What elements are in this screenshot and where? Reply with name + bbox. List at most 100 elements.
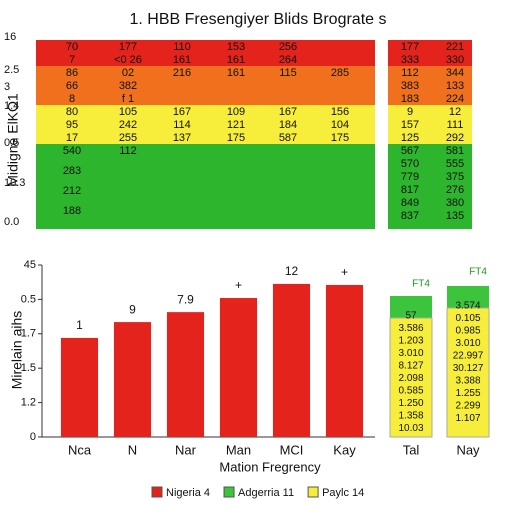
heatmap-y-tick: 16 [4,31,16,43]
heat-cell: 161 [173,54,191,66]
heat-cell: 133 [446,80,464,92]
side-column-label: FT4 [412,279,430,290]
heat-cell: 221 [446,41,464,53]
side-column-text: 30.127 [453,363,484,374]
x-tick-label: Nar [175,442,197,457]
heat-cell: 111 [447,119,464,131]
bar-annotation: + [235,278,242,292]
x-tick-label: Kay [333,442,356,457]
x-tick-label: Nay [456,442,480,457]
heat-cell: 587 [279,132,297,144]
bar-annotation: + [341,265,348,279]
bar-annotation: 1 [76,318,83,332]
side-column-top [390,296,432,318]
heat-cell: 105 [119,106,137,118]
bar [113,322,152,437]
heat-cell: 80 [66,106,78,118]
bar-annotation: 12 [285,264,299,278]
heat-cell: 167 [173,106,191,118]
heat-cell: 175 [227,132,245,144]
heat-cell: 110 [173,41,191,53]
heat-cell: 817 [401,184,419,196]
heat-cell: 224 [446,93,464,105]
heat-cell: 256 [279,41,297,53]
heat-cell: 125 [401,132,419,144]
heat-cell: 581 [446,145,464,157]
side-column-text: 3.574 [455,301,480,312]
side-column-text: 0.105 [455,313,480,324]
side-column-top [447,286,489,308]
y-tick-label: 1.2 [21,397,36,409]
heatmap-y-tick: 0.0 [4,216,19,228]
heat-cell: 86 [66,67,78,79]
side-column-text: 0.985 [455,326,480,337]
x-tick-label: Nca [68,442,92,457]
heat-band [36,105,375,144]
heat-cell: 112 [119,145,137,157]
side-column-text: 2.098 [398,373,423,384]
heat-cell: 779 [401,171,419,183]
heat-cell: 161 [227,54,245,66]
heat-band [36,66,375,105]
y-axis-label: Mirelain aihs [9,311,25,390]
heat-cell: 540 [63,145,81,157]
heat-cell: 156 [331,106,349,118]
side-column-text: 1.203 [398,336,423,347]
heat-band [36,40,375,66]
heat-cell: 283 [63,165,81,177]
x-axis-label: Mation Fregrency [219,459,321,474]
heat-cell: 9 [407,106,413,118]
bar [219,298,258,437]
side-column-text: 3.010 [398,348,423,359]
x-tick-label: Man [226,442,251,457]
heat-cell: <0 26 [114,54,142,66]
heat-cell: 837 [401,210,419,222]
legend-label: Nigeria 4 [166,487,210,499]
heat-cell: 344 [446,67,464,79]
heat-cell: 175 [331,132,349,144]
side-column-text: 3.010 [455,338,480,349]
side-column-text: 0.585 [398,386,423,397]
heat-cell: 161 [227,67,245,79]
x-tick-label: MCI [280,442,304,457]
heat-cell: 330 [446,54,464,66]
heat-cell: 177 [119,41,137,53]
heat-cell: 333 [401,54,419,66]
y-tick-label: 1.7 [21,328,36,340]
side-column-text: 1.358 [398,411,423,422]
heat-cell: 112 [401,67,419,79]
title: 1. HBB Fresengiyer Blids Brograte s [130,11,387,28]
heat-cell: 292 [446,132,464,144]
side-column-text: 3.586 [398,323,423,334]
y-tick-label: 45 [24,259,36,271]
heatmap-y-tick: 10.3 [4,177,25,189]
heat-cell: 114 [173,119,191,131]
heat-cell: 375 [446,171,464,183]
heat-cell: 177 [401,41,419,53]
heat-band [388,144,472,229]
heat-cell: 12 [449,106,461,118]
side-column-text: 3.388 [455,376,480,387]
heat-cell: 70 [66,41,78,53]
heat-cell: 383 [401,80,419,92]
heat-cell: 285 [331,67,349,79]
heat-cell: 255 [119,132,137,144]
side-column-label: FT4 [469,267,487,278]
legend-swatch [223,486,235,498]
y-tick-label: 1.5 [21,362,36,374]
heat-cell: 17 [66,132,78,144]
bar-annotation: 7.9 [177,292,194,306]
heat-cell: 167 [279,106,297,118]
heatmap-y-tick: 2.5 [4,64,19,76]
heat-cell: 570 [401,158,419,170]
heatmap-y-tick: 0.5 [4,137,19,149]
heat-cell: 184 [279,119,297,131]
heat-cell: f 1 [122,93,134,105]
heat-cell: 7 [69,54,75,66]
heat-cell: 121 [227,119,245,131]
side-column-text: 8.127 [398,361,423,372]
heat-cell: 157 [401,119,419,131]
heat-band [388,66,472,105]
heat-cell: 567 [401,145,419,157]
